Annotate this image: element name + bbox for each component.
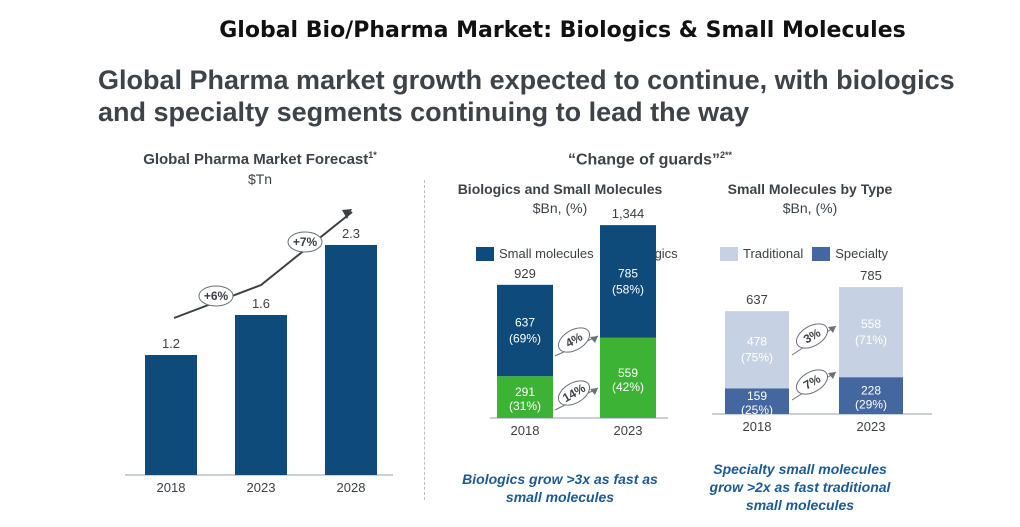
sm-type-bottom-pct: (29%) [855,398,887,412]
headline-line-1: Global Pharma market growth expected to … [98,65,955,95]
sm-type-top-pct: (75%) [741,351,773,365]
bio-small-bottom-value: 291 [515,385,535,399]
sm-caption-line-3: small molecules [745,497,855,513]
forecast-year-label: 2018 [157,480,186,495]
bio-small-caption: Biologics grow >3x as fast as small mole… [440,470,680,506]
forecast-bar-2023 [235,315,287,475]
legend-specialty: Specialty [812,246,888,261]
bio-small-year-label: 2023 [614,423,643,438]
legend-traditional: Traditional [720,246,803,261]
sm-caption-line-1: Specialty small molecules [713,461,887,477]
sm-type-legend: Traditional Specialty [720,246,897,261]
forecast-chart-title: Global Pharma Market Forecast1* [110,150,410,168]
sm-type-bar-traditional-2018 [725,311,789,389]
headline-line-2: and specialty segments continuing to lea… [98,97,750,127]
bio-small-bar-small-molecules-2023 [600,225,656,338]
headline: Global Pharma market growth expected to … [98,64,955,128]
sm-type-bottom-value: 159 [747,389,767,403]
sm-type-year-label: 2023 [857,419,886,434]
legend-label-specialty: Specialty [835,246,888,261]
sm-type-bottom-value: 228 [861,384,881,398]
sm-type-top-value: 558 [861,317,881,331]
forecast-value-label: 2.3 [342,226,360,241]
sm-type-growth-arrowhead [828,372,836,379]
forecast-growth-ellipse [287,231,323,253]
bio-small-top-pct: (58%) [612,282,644,296]
bio-caption-line-2: small molecules [505,489,615,505]
bio-small-bar-biologics-2018 [497,376,553,418]
forecast-title-text: Global Pharma Market Forecast [143,151,369,168]
bio-small-bar-biologics-2023 [600,337,656,418]
sm-type-top-value: 478 [747,335,767,349]
bio-small-total-label: 1,344 [612,206,645,221]
forecast-title-sup: 1* [368,150,377,160]
sm-type-bottom-pct: (25%) [741,403,773,417]
legend-small-molecules: Small molecules [476,246,594,261]
sm-caption-line-2: grow >2x as fast traditional [709,479,891,495]
forecast-bar-2028 [325,245,377,475]
change-of-guards-text: “Change of guards” [567,151,720,169]
legend-label-small-molecules: Small molecules [499,246,594,261]
bio-small-bar-small-molecules-2018 [497,284,553,377]
sm-type-top-pct: (71%) [855,333,887,347]
forecast-trend-arrowhead [342,209,352,219]
sm-type-caption: Specialty small molecules grow >2x as fa… [690,460,910,514]
sm-type-growth-badge-ellipse [795,369,829,395]
forecast-year-label: 2023 [247,480,276,495]
change-of-guards-title: “Change of guards”2** [560,150,740,169]
bio-small-bottom-value: 559 [618,366,638,380]
sm-type-bar-traditional-2023 [839,287,903,378]
bio-small-year-label: 2018 [511,423,540,438]
change-of-guards-sup: 2** [720,150,733,160]
sm-type-total-label: 637 [746,292,768,307]
legend-swatch-small-molecules [476,246,494,261]
legend-swatch-specialty [812,246,831,261]
forecast-value-label: 1.2 [162,336,180,351]
sm-type-bar-specialty-2023 [839,377,903,414]
bio-small-growth-badge-ellipse [557,327,591,353]
bio-small-total-label: 929 [514,266,536,281]
forecast-unit: $Tn [247,171,273,187]
forecast-bar-2018 [145,355,197,475]
sm-type-unit: $Bn, (%) [782,200,838,216]
sm-type-growth-badge-ellipse [795,323,829,349]
bio-small-top-value: 637 [515,316,535,330]
bio-small-title: Biologics and Small Molecules [457,181,663,197]
sm-type-total-label: 785 [860,268,882,283]
forecast-growth-label: +6% [204,289,229,303]
forecast-value-label: 1.6 [252,296,270,311]
forecast-growth-ellipse [198,285,234,307]
panel-divider [424,180,425,500]
bio-small-growth-badge-ellipse [557,380,591,406]
bio-small-growth-arrowhead [590,336,598,343]
sm-type-bar-specialty-2018 [725,388,789,414]
sm-type-growth-arrowhead [828,326,836,333]
legend-label-traditional: Traditional [743,246,804,261]
bio-small-top-pct: (69%) [509,332,541,346]
forecast-trend-line [173,211,353,319]
forecast-year-label: 2028 [337,480,366,495]
bio-small-top-value: 785 [618,266,638,280]
bio-small-bottom-pct: (31%) [509,399,541,413]
legend-swatch-traditional [720,246,738,261]
forecast-growth-label: +7% [293,235,318,249]
bio-small-unit: $Bn, (%) [532,200,588,216]
page-title: Global Bio/Pharma Market: Biologics & Sm… [219,18,906,43]
sm-type-title: Small Molecules by Type [727,181,893,197]
bio-caption-line-1: Biologics grow >3x as fast as [462,471,658,487]
bio-small-bottom-pct: (42%) [612,380,644,394]
sm-type-year-label: 2018 [743,419,772,434]
bio-small-growth-arrowhead [590,388,598,395]
